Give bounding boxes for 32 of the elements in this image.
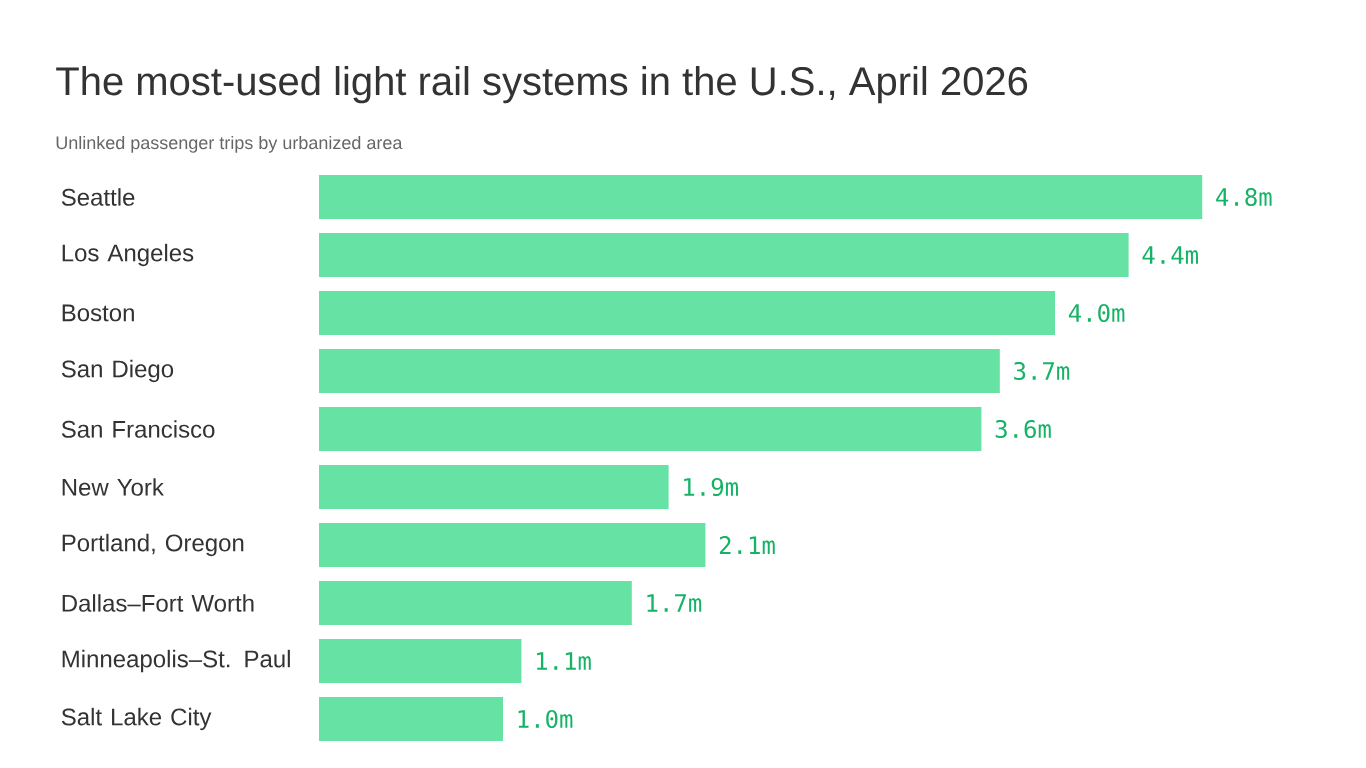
data-label: 2.1m (719, 536, 775, 554)
data-label: 4.0m (1068, 303, 1125, 323)
bar (319, 233, 1129, 277)
y-tick-label: Minneapolis–St. Paul (62, 649, 290, 673)
bar (319, 291, 1056, 336)
bar (319, 175, 1203, 219)
data-label: 4.8m (1216, 187, 1272, 207)
y-tick-label: Portland, Oregon (62, 533, 244, 557)
bar (319, 523, 706, 568)
bar (319, 639, 522, 684)
chart-title: The most-used light rail systems in the U.S., April 2026 (56, 66, 1028, 104)
bar (319, 465, 669, 509)
data-label: 3.6m (995, 419, 1051, 439)
y-tick-label: New York (62, 478, 164, 496)
data-label: 1.7m (647, 594, 702, 612)
bar (319, 349, 1000, 393)
y-tick-label: San Diego (61, 359, 174, 383)
y-tick-label: Los Angeles (62, 243, 194, 267)
y-tick-label: Salt Lake City (61, 707, 212, 731)
data-label: 1.9m (684, 477, 738, 497)
data-label: 1.1m (537, 652, 591, 670)
bar (319, 697, 504, 742)
y-tick-label: Dallas–Fort Worth (62, 594, 254, 612)
data-label: 4.4m (1142, 246, 1198, 264)
bar (319, 581, 632, 625)
y-tick-label: Seattle (61, 188, 135, 206)
data-label: 3.7m (1014, 361, 1070, 381)
chart-subtitle: Unlinked passenger trips by urbanized area (56, 135, 403, 153)
data-label: 1.0m (518, 709, 573, 729)
bar (319, 407, 982, 452)
y-tick-label: San Francisco (61, 420, 215, 438)
y-tick-label: Boston (62, 304, 134, 322)
